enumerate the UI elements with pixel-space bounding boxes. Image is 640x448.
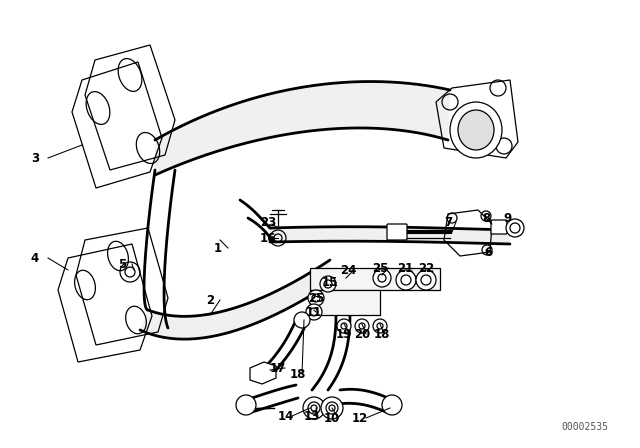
Text: 25: 25: [372, 262, 388, 275]
Circle shape: [382, 395, 402, 415]
Text: 17: 17: [270, 362, 286, 375]
Polygon shape: [310, 268, 440, 290]
Text: 12: 12: [352, 412, 368, 425]
Text: 18: 18: [290, 367, 306, 380]
Text: 23: 23: [260, 215, 276, 228]
Polygon shape: [310, 290, 380, 315]
Text: 18: 18: [374, 327, 390, 340]
Circle shape: [308, 290, 324, 306]
Text: 13: 13: [304, 409, 320, 422]
Circle shape: [355, 319, 369, 333]
Polygon shape: [140, 260, 330, 339]
Text: 22: 22: [418, 262, 434, 275]
FancyBboxPatch shape: [491, 220, 507, 234]
Text: 25: 25: [308, 292, 324, 305]
Circle shape: [321, 397, 343, 419]
Text: 1: 1: [214, 241, 222, 254]
Ellipse shape: [450, 102, 502, 158]
Ellipse shape: [458, 110, 494, 150]
Text: 3: 3: [31, 151, 39, 164]
Text: 20: 20: [354, 327, 370, 340]
Text: 7: 7: [444, 215, 452, 228]
Polygon shape: [250, 362, 276, 384]
Circle shape: [373, 269, 391, 287]
Text: 2: 2: [206, 293, 214, 306]
Polygon shape: [155, 82, 450, 175]
Text: 00002535: 00002535: [561, 422, 608, 432]
Text: 24: 24: [340, 263, 356, 276]
Polygon shape: [270, 227, 510, 244]
Text: 21: 21: [397, 262, 413, 275]
Circle shape: [306, 304, 322, 320]
Text: 19: 19: [336, 327, 352, 340]
Circle shape: [506, 219, 524, 237]
Circle shape: [373, 319, 387, 333]
FancyBboxPatch shape: [387, 224, 407, 240]
Text: 8: 8: [482, 211, 490, 224]
Circle shape: [416, 270, 436, 290]
Text: 16: 16: [260, 232, 276, 245]
Circle shape: [337, 319, 351, 333]
Text: 10: 10: [324, 412, 340, 425]
Text: 4: 4: [31, 251, 39, 264]
Text: 6: 6: [484, 246, 492, 258]
Circle shape: [236, 395, 256, 415]
Text: 9: 9: [504, 211, 512, 224]
Text: 11: 11: [306, 306, 322, 319]
Text: 5: 5: [118, 258, 126, 271]
Circle shape: [294, 312, 310, 328]
Circle shape: [396, 270, 416, 290]
Circle shape: [303, 397, 325, 419]
Text: 14: 14: [278, 409, 294, 422]
Circle shape: [320, 276, 336, 292]
Text: 15: 15: [322, 276, 338, 289]
